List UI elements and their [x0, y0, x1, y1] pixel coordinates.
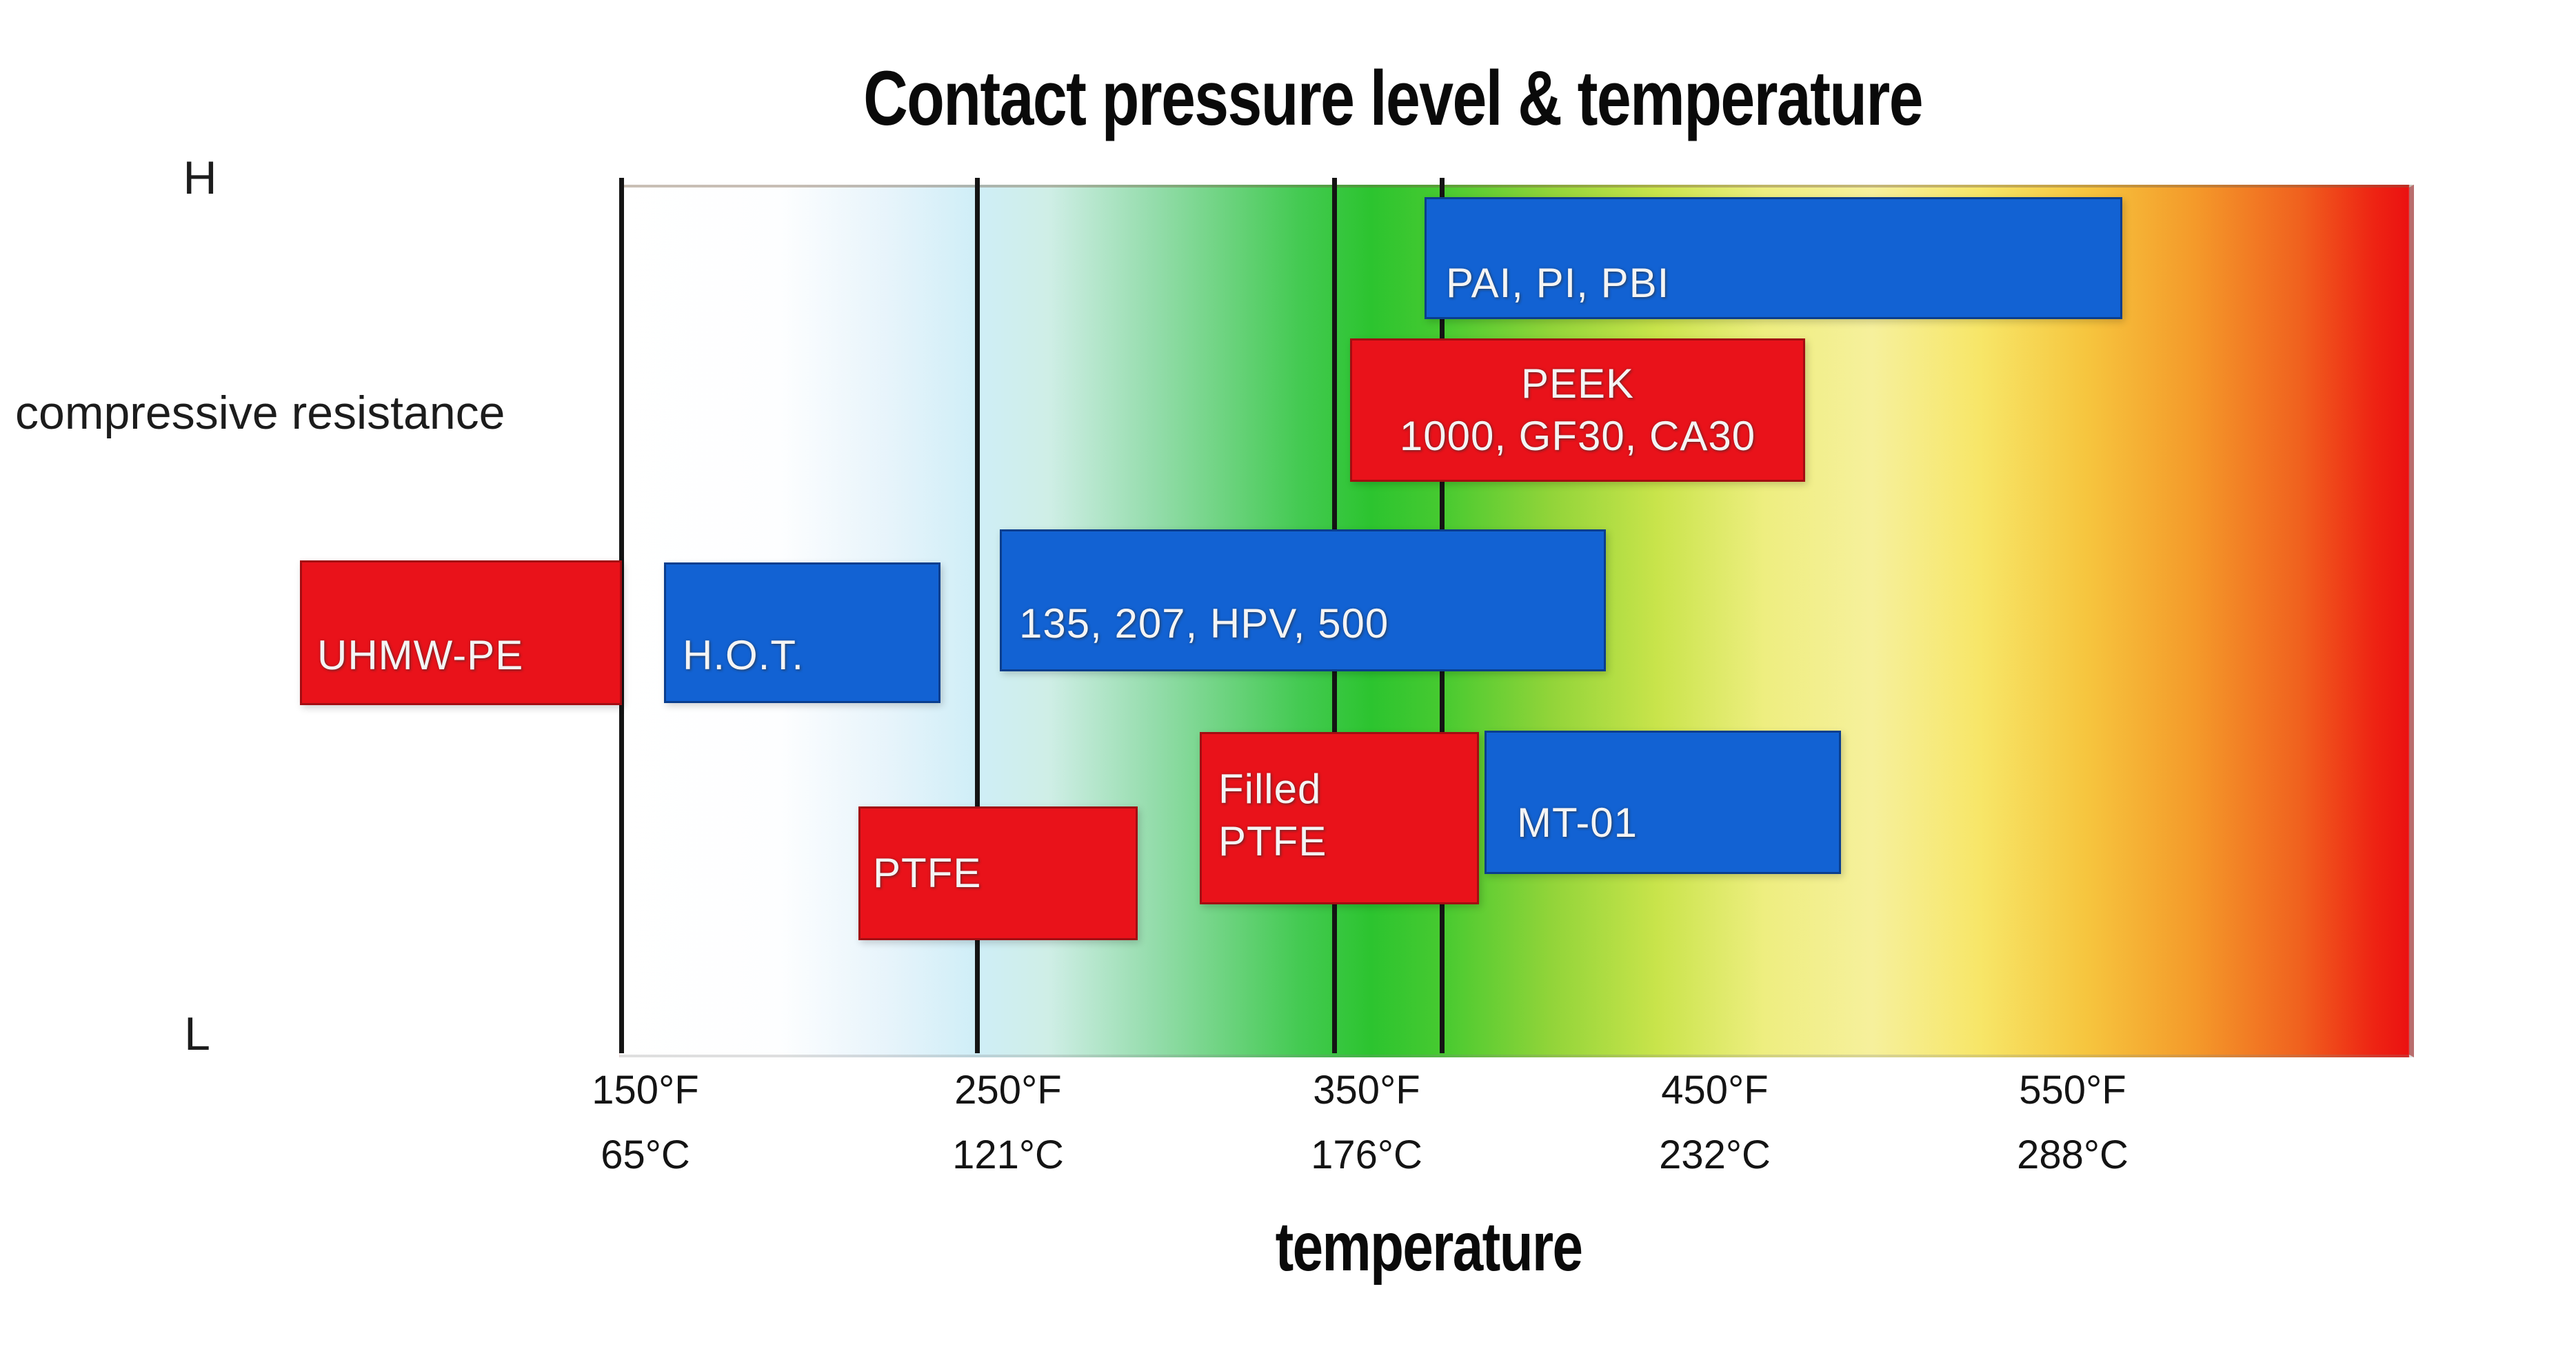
tick-celsius: 232°C — [1659, 1132, 1771, 1177]
bar-uhmw-pe: UHMW-PE — [300, 560, 622, 705]
tick-fahrenheit: 350°F — [1313, 1068, 1420, 1113]
bar-label-box: Filled PTFE — [1202, 731, 1477, 900]
bar-pai-pi-pbi: PAI, PI, PBI — [1425, 197, 2122, 319]
bar-label-box: UHMW-PE — [302, 585, 620, 726]
bar-label-box: PAI, PI, PBI — [1427, 224, 2120, 342]
bar-label: Filled — [1218, 766, 1322, 812]
tick-celsius: 121°C — [952, 1132, 1064, 1177]
bar-filled-ptfe: Filled PTFE — [1200, 732, 1479, 904]
bar-label: PTFE — [873, 850, 982, 896]
tick-fahrenheit: 250°F — [954, 1068, 1062, 1113]
tick-fahrenheit: 450°F — [1661, 1068, 1769, 1113]
bar-peek-1000-gf30-ca30: PEEK 1000, GF30, CA30 — [1350, 338, 1805, 482]
bar-label-box: 135, 207, HPV, 500 — [1002, 555, 1604, 693]
bar-label-box: MT-01 — [1487, 753, 1839, 893]
bar-label: UHMW-PE — [317, 632, 524, 678]
y-axis-low-label: L — [184, 1008, 210, 1060]
bar-ptfe: PTFE — [858, 806, 1138, 940]
bar-135-207-hpv-500: 135, 207, HPV, 500 — [1000, 529, 1606, 671]
bar-label-box: PEEK 1000, GF30, CA30 — [1352, 341, 1803, 480]
bar-label: PTFE — [1218, 818, 1327, 864]
bar-label: H.O.T. — [683, 632, 805, 678]
tick-fahrenheit: 550°F — [2019, 1068, 2126, 1113]
tick-celsius: 176°C — [1311, 1132, 1422, 1177]
gridline-250f — [975, 178, 980, 1053]
y-axis-title: compressive resistance — [15, 387, 505, 439]
bar-label: 135, 207, HPV, 500 — [1019, 600, 1389, 647]
tick-celsius: 65°C — [601, 1132, 690, 1177]
chart-title: Contact pressure level & temperature — [863, 55, 1923, 141]
tick-fahrenheit: 150°F — [592, 1068, 699, 1113]
tick-celsius: 288°C — [2017, 1132, 2129, 1177]
bar-label: 1000, GF30, CA30 — [1399, 413, 1756, 459]
x-axis-title: temperature — [1275, 1208, 1583, 1286]
bar-label: PEEK — [1520, 360, 1635, 407]
bar-label: MT-01 — [1517, 800, 1638, 846]
bar-h-o-t: H.O.T. — [664, 562, 940, 703]
bar-mt-01: MT-01 — [1485, 731, 1841, 874]
bar-label: PAI, PI, PBI — [1446, 259, 1670, 306]
bar-label-box: PTFE — [861, 809, 1136, 938]
bar-label-box: H.O.T. — [666, 587, 938, 724]
y-axis-high-label: H — [183, 152, 217, 204]
